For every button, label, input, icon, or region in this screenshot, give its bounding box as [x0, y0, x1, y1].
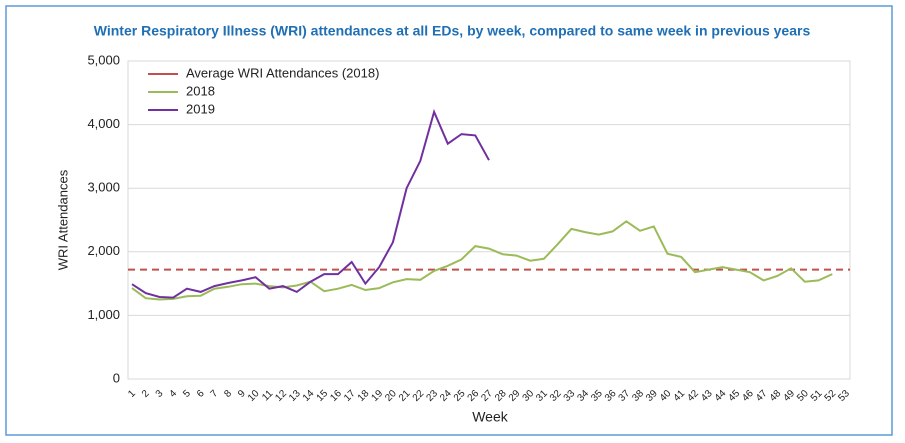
x-axis-label: Week	[472, 409, 509, 425]
x-tick-label: 5	[181, 388, 193, 400]
x-tick-label: 9	[236, 388, 248, 400]
x-tick-label: 4	[167, 388, 179, 400]
frame	[5, 5, 893, 436]
legend-label: Average WRI Attendances (2018)	[186, 65, 379, 80]
plot-area	[127, 60, 851, 380]
y-tick-label: 1,000	[87, 307, 120, 322]
y-tick-label: 3,000	[87, 180, 120, 195]
x-tick-label: 7	[209, 388, 221, 400]
x-tick-label: 6	[195, 388, 207, 400]
y-tick-label: 5,000	[87, 52, 120, 67]
x-tick-label: 2	[140, 388, 152, 400]
legend-label: 2018	[186, 83, 215, 98]
x-tick-label: 8	[222, 388, 234, 400]
y-tick-label: 0	[113, 370, 120, 385]
x-tick-label: 1	[126, 388, 138, 400]
legend-label: 2019	[186, 101, 215, 116]
series-line	[131, 220, 833, 301]
y-tick-label: 2,000	[87, 243, 120, 258]
y-axis-label: WRI Attendances	[55, 169, 70, 270]
chart-title: Winter Respiratory Illness (WRI) attenda…	[94, 23, 811, 39]
series-line	[131, 108, 490, 299]
y-tick-label: 4,000	[87, 116, 120, 131]
x-tick-label: 3	[154, 388, 166, 400]
x-tick-label: 53	[836, 388, 852, 404]
